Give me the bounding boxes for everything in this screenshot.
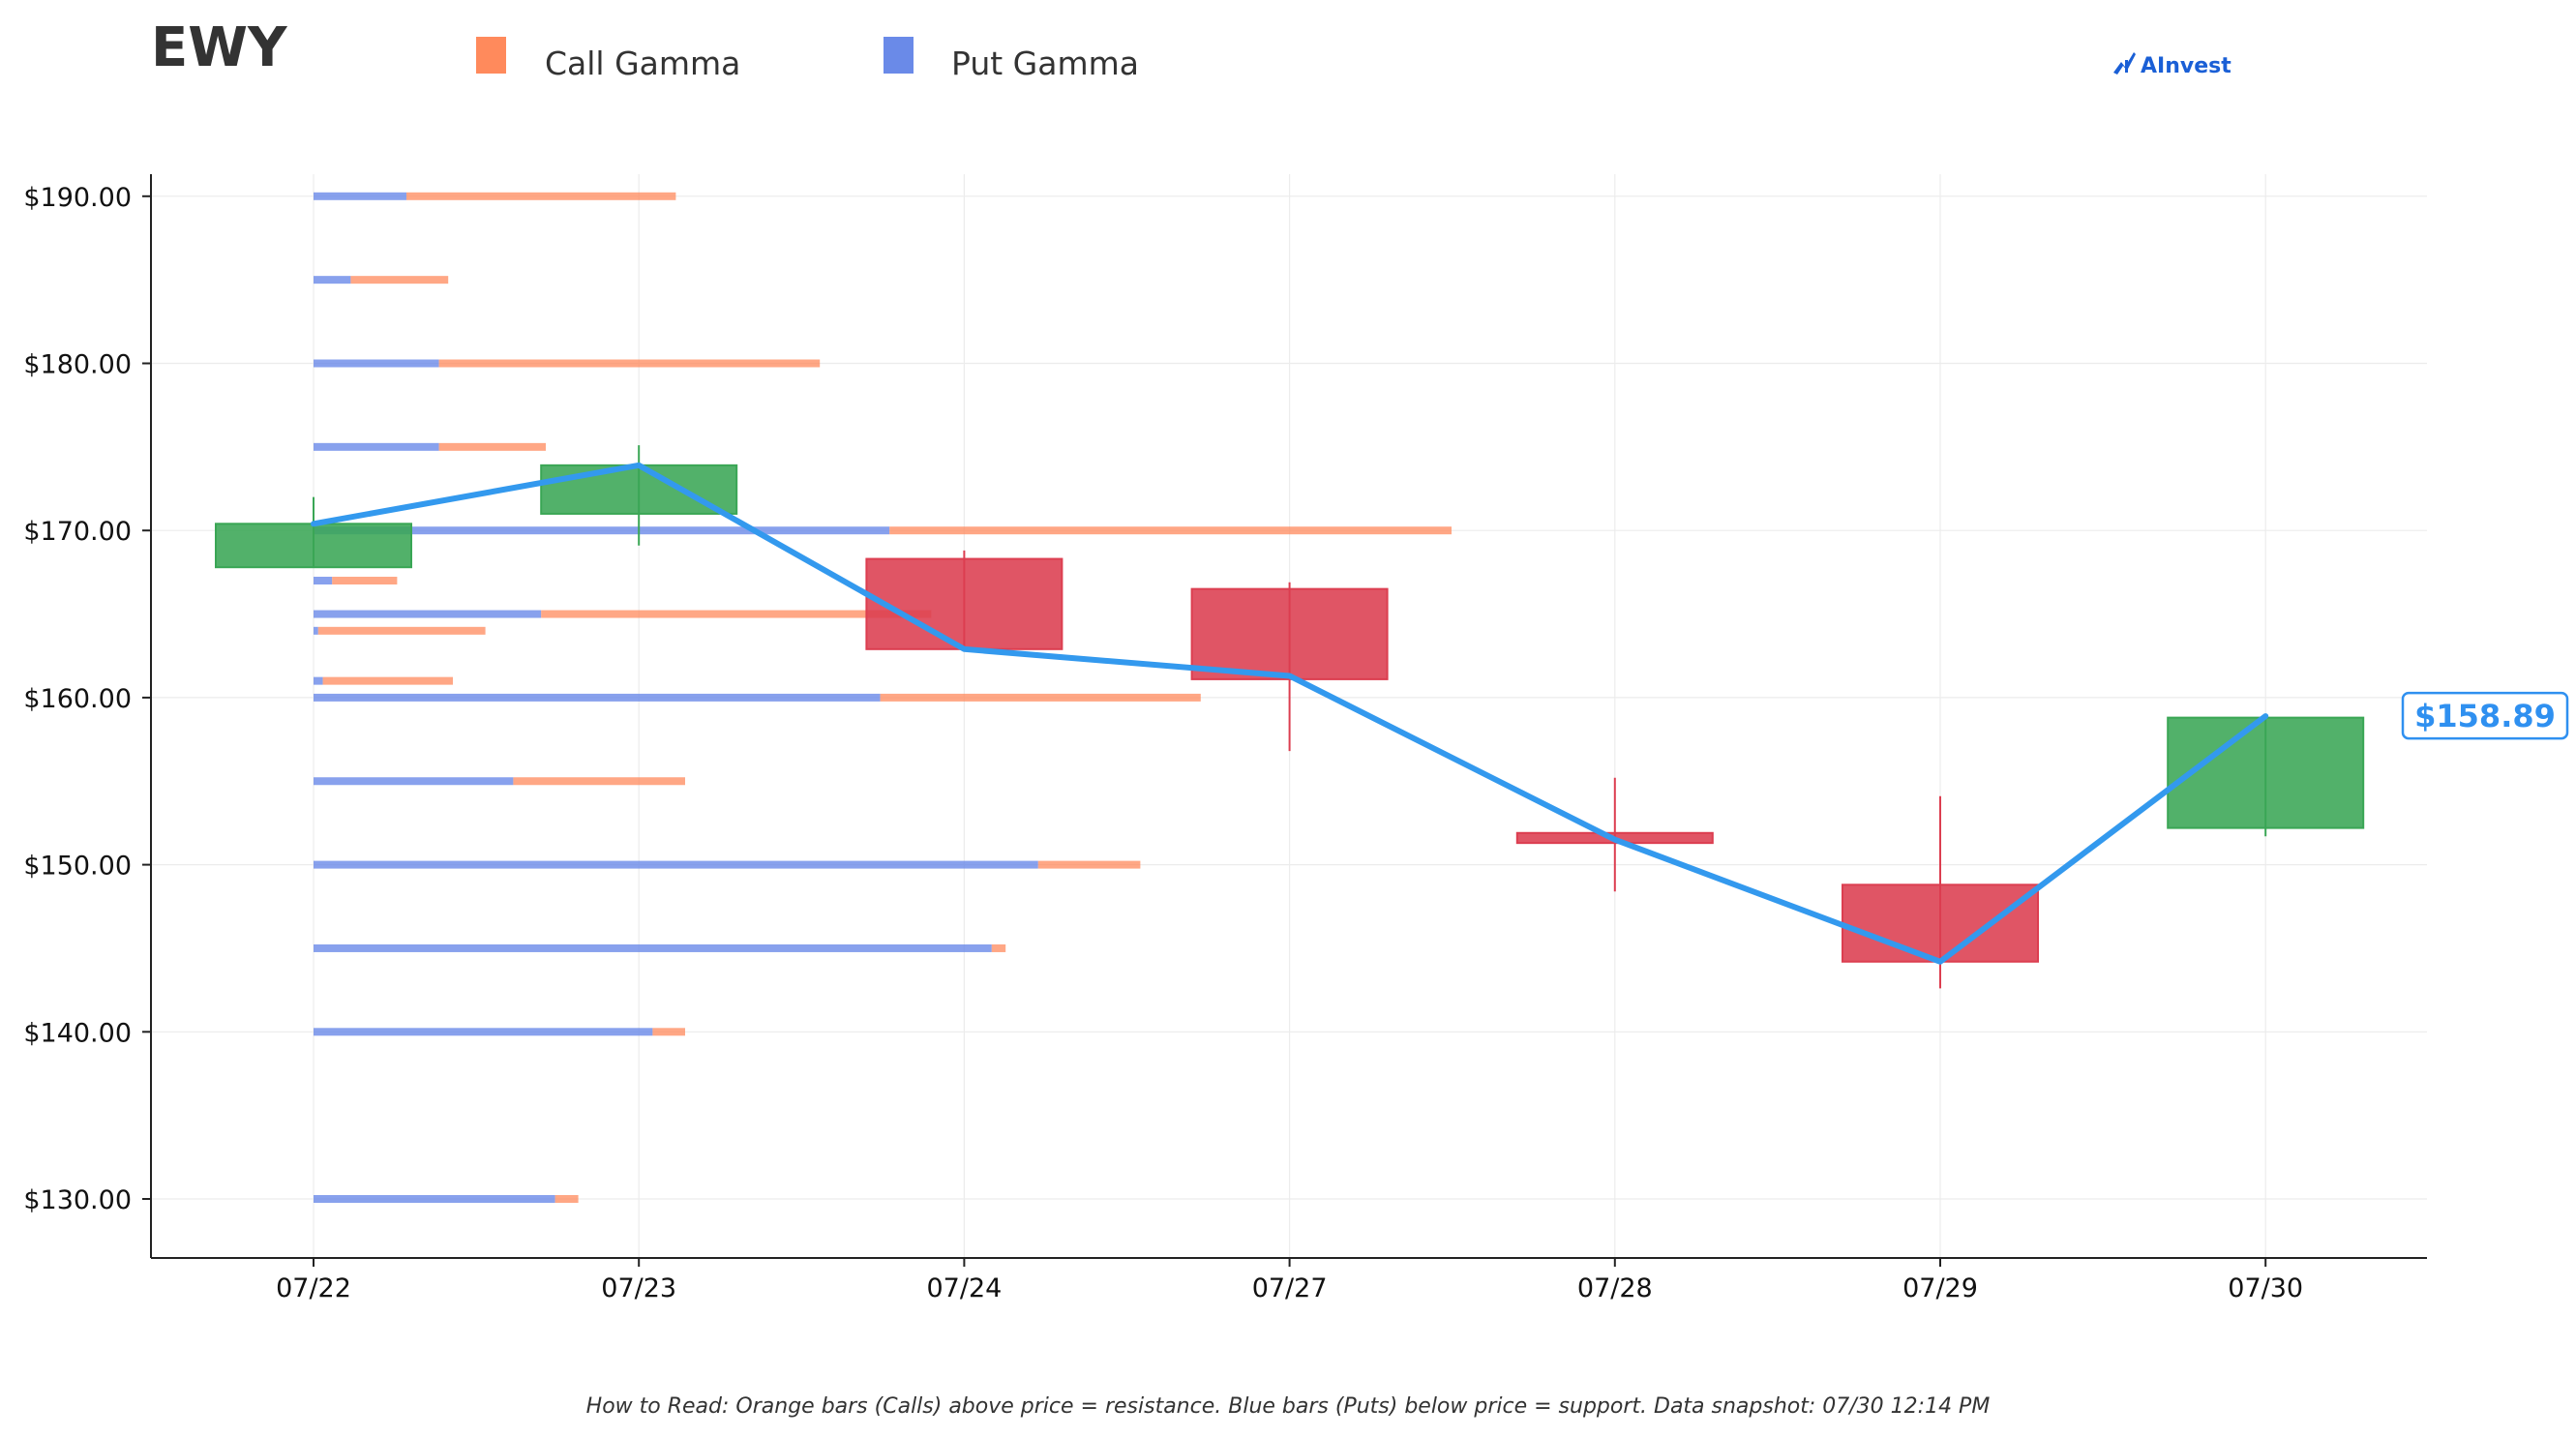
y-tick-label: $130.00 [23,1185,132,1215]
put-gamma-bar [314,276,351,284]
legend-label-put-gamma: Put Gamma [951,45,1139,82]
call-gamma-bar [889,526,1452,535]
current-price-badge: $158.89 [2401,691,2569,740]
call-gamma-bar [880,693,1201,702]
candles [215,445,2365,989]
x-tick-label: 07/22 [276,1273,351,1303]
call-gamma-bar [652,1028,685,1036]
y-tick-label: $180.00 [23,350,132,380]
call-gamma-bar [1037,860,1141,869]
put-gamma-bar [314,693,881,702]
tick-labels: $130.00 $140.00 $150.00 $160.00 $170.00 $180.… [23,183,2303,1303]
y-tick-label: $170.00 [23,517,132,547]
call-gamma-bar [513,777,685,786]
current-price-label: $158.89 [2414,698,2556,734]
put-gamma-bar [314,577,333,585]
legend-swatch-call-gamma [476,37,506,74]
y-tick-label: $140.00 [23,1018,132,1048]
candle-body [865,557,1063,650]
y-tick-label: $160.00 [23,684,132,714]
put-gamma-bar [314,610,542,618]
put-gamma-bar [314,1028,653,1036]
candle-body [1842,883,2039,963]
call-gamma-bar [322,676,453,685]
legend-swatch-put-gamma [884,37,914,74]
call-gamma-bar [438,359,821,368]
footnote: How to Read: Orange bars (Calls) above p… [586,1394,1991,1419]
candle-body [2167,716,2365,829]
call-gamma-bar [991,943,1006,952]
y-tick-label: $190.00 [23,183,132,213]
close-price-line [311,462,2269,965]
call-gamma-bar [332,577,398,585]
candle-body [1190,587,1389,680]
candle-body [215,523,412,569]
put-gamma-bar [314,860,1038,869]
x-tick-label: 07/24 [926,1273,1002,1303]
x-tick-label: 07/29 [1902,1273,1978,1303]
legend: Call Gamma Put Gamma [476,37,1139,82]
x-tick-label: 07/28 [1577,1273,1653,1303]
put-gamma-bar [314,1195,555,1203]
put-gamma-bar [314,626,318,635]
x-tick-label: 07/30 [2228,1273,2303,1303]
put-gamma-bar [314,676,323,685]
gamma-bars [314,192,1452,1203]
y-tick-label: $150.00 [23,852,132,882]
put-gamma-bar [314,192,406,200]
close-line-layer [311,462,2269,965]
x-tick-label: 07/23 [601,1273,676,1303]
put-gamma-bar [314,943,992,952]
call-gamma-bar [317,626,486,635]
ainvest-brand-text: AInvest [2141,54,2232,78]
call-gamma-bar [406,192,676,200]
put-gamma-bar [314,526,890,535]
put-gamma-bar [314,777,514,786]
ainvest-logo: AInvest [2113,52,2232,78]
put-gamma-bar [314,359,439,368]
x-tick-label: 07/27 [1252,1273,1328,1303]
call-gamma-bar [554,1195,579,1203]
call-gamma-bar [350,276,449,284]
candle-body [540,464,738,515]
call-gamma-bar [438,442,546,451]
put-gamma-bar [314,442,439,451]
legend-label-call-gamma: Call Gamma [545,45,740,82]
ainvest-chart-icon [2113,52,2136,75]
current-price-box [2401,691,2569,740]
chart-title: EWY [151,16,288,79]
call-gamma-bar [541,610,932,618]
